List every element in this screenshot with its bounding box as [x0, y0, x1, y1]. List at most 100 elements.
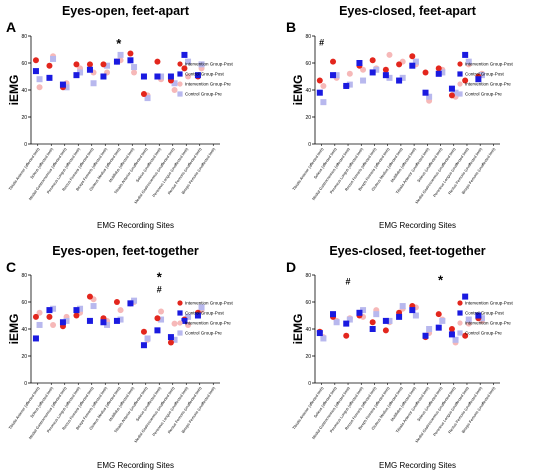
data-point: [100, 319, 107, 326]
data-point: [369, 326, 376, 332]
data-point: [50, 321, 57, 328]
data-point: [131, 297, 138, 304]
data-point: [167, 73, 174, 80]
x-tick-label: Soleus (unaffected limb): [417, 386, 444, 422]
legend-label: Control Group-Pre: [185, 92, 222, 97]
legend-label: Intervention Group-Post: [465, 62, 514, 67]
y-tick-label: 80: [305, 273, 311, 279]
data-point: [462, 51, 469, 58]
data-point: [316, 89, 323, 96]
legend-label: Control Group-Post: [185, 72, 225, 77]
legend: Intervention Group-Post Control Group-Pos…: [457, 61, 514, 97]
data-point: [154, 327, 161, 334]
data-point: [396, 61, 403, 68]
series-control-group-pre: [36, 51, 205, 102]
data-point: [140, 91, 147, 98]
data-point: [144, 335, 151, 342]
data-point: [475, 76, 482, 83]
x-axis-label: EMG Recording Sites: [379, 461, 456, 470]
legend-marker: [457, 61, 463, 67]
y-tick-label: 20: [21, 115, 27, 121]
legend-marker: [177, 330, 183, 336]
data-point: [59, 81, 66, 88]
legend: Intervention Group-Post Control Group-Pos…: [177, 61, 234, 97]
data-point: [320, 99, 327, 106]
legend-marker: [457, 71, 463, 77]
data-point: [382, 327, 389, 334]
legend-label: Control Group-Post: [465, 311, 505, 316]
data-point: [185, 73, 192, 80]
data-point: [465, 316, 472, 323]
series-control-group-pre: [320, 303, 485, 343]
data-point: [373, 66, 380, 73]
data-point: [167, 339, 174, 346]
data-point: [360, 66, 367, 73]
data-point: [448, 326, 455, 332]
data-point: [412, 58, 419, 65]
data-point: [386, 74, 393, 81]
data-point: [32, 57, 39, 64]
data-point: [452, 336, 459, 343]
legend-label: Control Group-Post: [185, 311, 225, 316]
data-point: [113, 299, 120, 305]
data-point: [32, 68, 39, 75]
data-point: [426, 326, 433, 332]
data-point: [396, 313, 403, 320]
y-tick-label: 40: [21, 327, 27, 333]
data-point: [140, 73, 147, 80]
legend-marker: [177, 300, 183, 306]
data-point: [462, 332, 469, 339]
data-point: [330, 58, 337, 65]
legend-label: Intervention Group-Pre: [185, 82, 231, 87]
data-point: [46, 74, 53, 81]
y-tick-label: 40: [305, 88, 311, 94]
data-point: [32, 313, 39, 320]
data-point: [382, 66, 389, 73]
y-tick-label: 20: [305, 354, 311, 360]
data-point: [171, 80, 178, 87]
data-point: [131, 69, 138, 76]
chart-title: Eyes-closed, feet-apart: [339, 4, 477, 18]
data-point: [113, 58, 120, 65]
legend: Intervention Group-Post Control Group-Pos…: [177, 300, 234, 336]
data-point: [131, 64, 138, 71]
y-axis-label: iEMG: [7, 75, 21, 106]
data-point: [448, 85, 455, 92]
data-point: [104, 62, 111, 69]
data-point: [117, 316, 124, 323]
legend-label: Intervention Group-Post: [185, 62, 234, 67]
y-tick-label: 60: [305, 61, 311, 67]
data-point: [36, 321, 43, 328]
data-point: [478, 72, 485, 79]
data-point: [86, 61, 93, 68]
data-point: [86, 293, 93, 300]
panel-d: D Eyes-closed, feet-together 0 20 40 60 80 iEMG…: [286, 244, 514, 470]
data-point: [399, 303, 406, 310]
data-point: [448, 331, 455, 338]
data-point: [127, 57, 134, 64]
chart-title: Eyes-closed, feet-together: [329, 244, 485, 258]
data-point: [435, 70, 442, 77]
data-point: [171, 320, 178, 327]
data-point: [422, 332, 429, 339]
legend-label: Control Group-Post: [465, 72, 505, 77]
chart-title: Eyes-open, feet-apart: [62, 4, 190, 18]
series-control-group-post: [32, 300, 201, 349]
data-point: [369, 319, 376, 326]
data-point: [140, 328, 147, 335]
data-point: [127, 300, 134, 307]
series-control-group-post: [316, 51, 482, 96]
data-point: [73, 312, 80, 319]
legend-marker: [177, 81, 183, 87]
significance-mark: *: [116, 36, 122, 51]
data-point: [373, 311, 380, 318]
y-tick-label: 20: [305, 115, 311, 121]
data-point: [409, 62, 416, 69]
x-tick-label: Multifidus (affected limb): [108, 147, 135, 184]
data-point: [360, 77, 367, 84]
y-tick-label: 40: [305, 327, 311, 333]
data-point: [104, 321, 111, 328]
data-point: [409, 53, 416, 60]
y-tick-label: 80: [305, 34, 311, 40]
